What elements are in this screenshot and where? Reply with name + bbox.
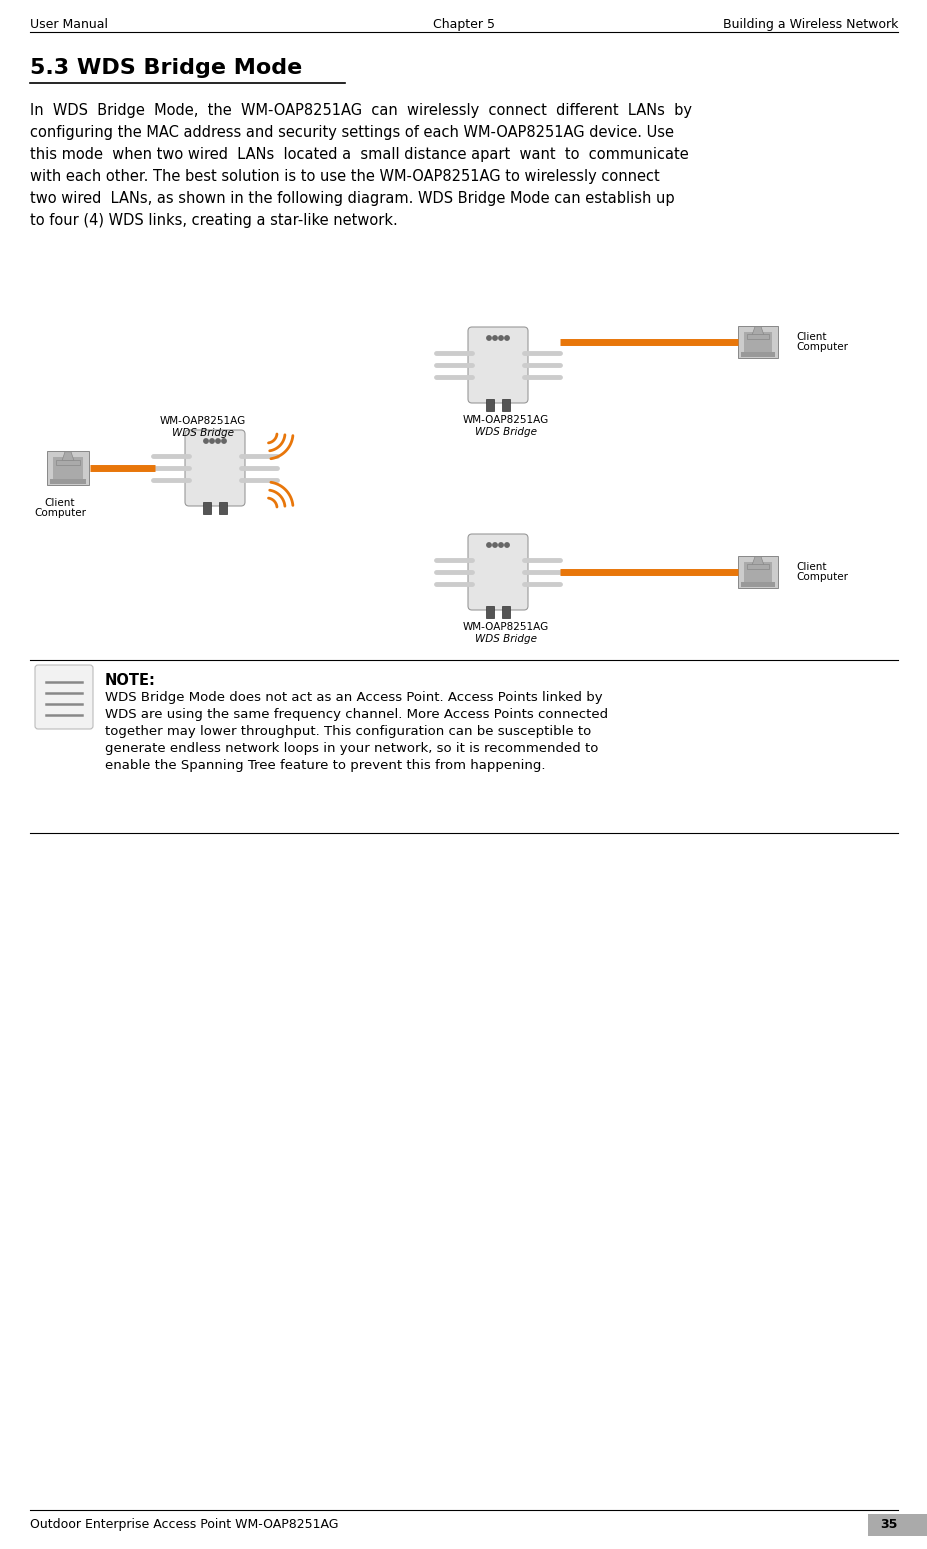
Text: 35: 35 bbox=[880, 1518, 897, 1530]
Text: WM-OAP8251AG: WM-OAP8251AG bbox=[159, 417, 246, 426]
FancyBboxPatch shape bbox=[502, 400, 510, 410]
Circle shape bbox=[487, 336, 490, 341]
Circle shape bbox=[210, 438, 214, 443]
Circle shape bbox=[499, 542, 502, 547]
Circle shape bbox=[204, 438, 208, 443]
Text: In  WDS  Bridge  Mode,  the  WM-OAP8251AG  can  wirelessly  connect  different  : In WDS Bridge Mode, the WM-OAP8251AG can… bbox=[30, 102, 692, 118]
FancyBboxPatch shape bbox=[746, 335, 768, 339]
Polygon shape bbox=[62, 452, 74, 460]
Circle shape bbox=[504, 542, 509, 547]
Text: NOTE:: NOTE: bbox=[105, 672, 156, 688]
Circle shape bbox=[499, 336, 502, 341]
Text: Computer: Computer bbox=[34, 508, 86, 517]
FancyBboxPatch shape bbox=[50, 479, 85, 485]
FancyBboxPatch shape bbox=[53, 457, 83, 479]
Text: User Manual: User Manual bbox=[30, 19, 108, 31]
FancyBboxPatch shape bbox=[184, 431, 245, 507]
Text: WDS Bridge: WDS Bridge bbox=[475, 428, 537, 437]
Text: Computer: Computer bbox=[795, 572, 847, 582]
FancyBboxPatch shape bbox=[219, 502, 227, 514]
FancyBboxPatch shape bbox=[203, 502, 210, 514]
FancyBboxPatch shape bbox=[57, 460, 80, 465]
Circle shape bbox=[492, 336, 497, 341]
FancyBboxPatch shape bbox=[746, 564, 768, 568]
Text: Chapter 5: Chapter 5 bbox=[433, 19, 494, 31]
Text: WDS Bridge: WDS Bridge bbox=[475, 634, 537, 644]
Text: WM-OAP8251AG: WM-OAP8251AG bbox=[463, 623, 549, 632]
FancyBboxPatch shape bbox=[35, 665, 93, 730]
Text: enable the Spanning Tree feature to prevent this from happening.: enable the Spanning Tree feature to prev… bbox=[105, 759, 545, 771]
FancyBboxPatch shape bbox=[502, 606, 510, 618]
FancyBboxPatch shape bbox=[486, 606, 493, 618]
Text: together may lower throughput. This configuration can be susceptible to: together may lower throughput. This conf… bbox=[105, 725, 590, 737]
Text: configuring the MAC address and security settings of each WM-OAP8251AG device. U: configuring the MAC address and security… bbox=[30, 125, 673, 139]
Text: this mode  when two wired  LANs  located a  small distance apart  want  to  comm: this mode when two wired LANs located a … bbox=[30, 147, 688, 163]
FancyBboxPatch shape bbox=[738, 556, 777, 589]
FancyBboxPatch shape bbox=[743, 331, 771, 352]
FancyBboxPatch shape bbox=[743, 562, 771, 582]
Circle shape bbox=[216, 438, 220, 443]
Text: WM-OAP8251AG: WM-OAP8251AG bbox=[463, 415, 549, 424]
Text: WDS are using the same frequency channel. More Access Points connected: WDS are using the same frequency channel… bbox=[105, 708, 607, 720]
Circle shape bbox=[487, 542, 490, 547]
Text: to four (4) WDS links, creating a star-like network.: to four (4) WDS links, creating a star-l… bbox=[30, 214, 398, 228]
Circle shape bbox=[492, 542, 497, 547]
FancyBboxPatch shape bbox=[467, 327, 527, 403]
Text: with each other. The best solution is to use the WM-OAP8251AG to wirelessly conn: with each other. The best solution is to… bbox=[30, 169, 659, 184]
Text: Computer: Computer bbox=[795, 342, 847, 352]
Polygon shape bbox=[751, 327, 763, 335]
Polygon shape bbox=[751, 556, 763, 565]
FancyBboxPatch shape bbox=[486, 400, 493, 410]
FancyBboxPatch shape bbox=[738, 325, 777, 358]
Circle shape bbox=[504, 336, 509, 341]
FancyBboxPatch shape bbox=[47, 451, 89, 485]
Text: 5.3 WDS Bridge Mode: 5.3 WDS Bridge Mode bbox=[30, 57, 302, 77]
Text: WDS Bridge Mode does not act as an Access Point. Access Points linked by: WDS Bridge Mode does not act as an Acces… bbox=[105, 691, 602, 703]
Text: WDS Bridge: WDS Bridge bbox=[171, 428, 234, 438]
Text: Client: Client bbox=[44, 497, 75, 508]
Text: Client: Client bbox=[795, 331, 826, 342]
FancyBboxPatch shape bbox=[741, 352, 774, 358]
Text: Client: Client bbox=[795, 562, 826, 572]
FancyBboxPatch shape bbox=[467, 534, 527, 610]
Text: generate endless network loops in your network, so it is recommended to: generate endless network loops in your n… bbox=[105, 742, 598, 754]
Text: Building a Wireless Network: Building a Wireless Network bbox=[722, 19, 897, 31]
FancyBboxPatch shape bbox=[867, 1513, 927, 1537]
Circle shape bbox=[222, 438, 226, 443]
Text: Outdoor Enterprise Access Point WM-OAP8251AG: Outdoor Enterprise Access Point WM-OAP82… bbox=[30, 1518, 338, 1530]
Text: two wired  LANs, as shown in the following diagram. WDS Bridge Mode can establis: two wired LANs, as shown in the followin… bbox=[30, 191, 674, 206]
FancyBboxPatch shape bbox=[741, 582, 774, 587]
